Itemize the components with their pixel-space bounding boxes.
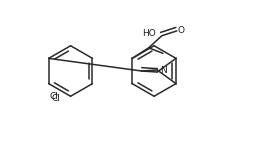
Text: Cl: Cl [52, 94, 61, 103]
Text: Cl: Cl [50, 92, 59, 101]
Text: O: O [178, 26, 185, 35]
Text: HO: HO [143, 30, 156, 38]
Text: N: N [160, 66, 167, 75]
